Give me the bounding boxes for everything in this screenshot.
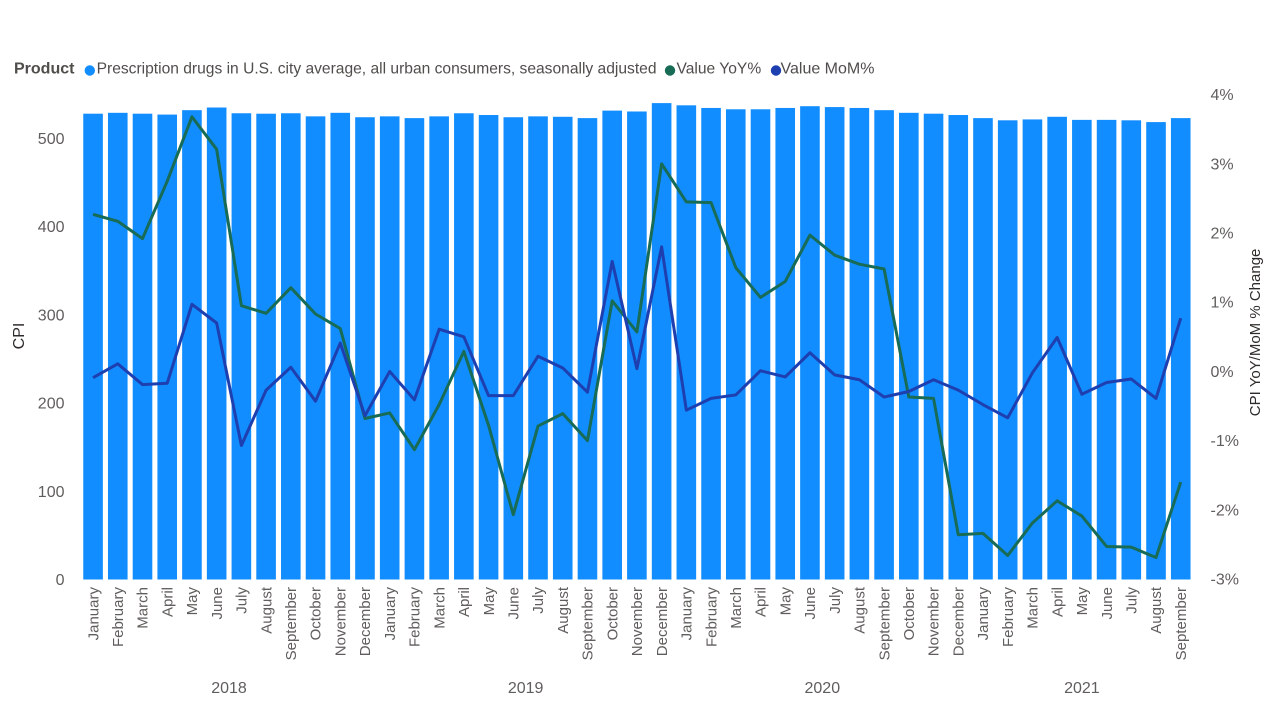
svg-text:September: September bbox=[580, 587, 597, 660]
svg-text:April: April bbox=[456, 587, 473, 617]
svg-text:Prescription drugs in U.S. cit: Prescription drugs in U.S. city average,… bbox=[97, 61, 657, 78]
svg-text:March: March bbox=[135, 587, 152, 629]
svg-text:Value YoY%: Value YoY% bbox=[677, 61, 762, 78]
svg-text:July: July bbox=[234, 587, 251, 614]
svg-text:August: August bbox=[852, 586, 869, 634]
svg-text:March: March bbox=[431, 587, 448, 629]
svg-text:September: September bbox=[876, 587, 893, 660]
svg-text:February: February bbox=[1000, 587, 1017, 648]
svg-text:October: October bbox=[308, 587, 325, 640]
svg-text:September: September bbox=[1173, 587, 1190, 660]
svg-text:June: June bbox=[506, 587, 523, 620]
svg-text:-2%: -2% bbox=[1211, 502, 1239, 519]
svg-text:July: July bbox=[827, 587, 844, 614]
svg-text:June: June bbox=[1099, 587, 1116, 620]
svg-text:June: June bbox=[802, 587, 819, 620]
svg-text:August: August bbox=[258, 586, 275, 634]
svg-text:300: 300 bbox=[38, 307, 65, 324]
svg-text:October: October bbox=[604, 587, 621, 640]
svg-text:June: June bbox=[209, 587, 226, 620]
svg-text:November: November bbox=[926, 587, 943, 656]
svg-text:April: April bbox=[753, 587, 770, 617]
svg-text:200: 200 bbox=[38, 396, 65, 413]
svg-text:January: January bbox=[679, 587, 696, 641]
svg-text:400: 400 bbox=[38, 219, 65, 236]
svg-text:January: January bbox=[382, 587, 399, 641]
svg-text:100: 100 bbox=[38, 484, 65, 501]
svg-text:May: May bbox=[777, 587, 794, 616]
svg-text:October: October bbox=[901, 587, 918, 640]
svg-text:2020: 2020 bbox=[805, 680, 841, 697]
svg-text:1%: 1% bbox=[1211, 295, 1234, 312]
svg-text:0: 0 bbox=[56, 572, 65, 589]
svg-text:0%: 0% bbox=[1211, 364, 1234, 381]
svg-text:4%: 4% bbox=[1211, 87, 1234, 104]
svg-text:November: November bbox=[332, 587, 349, 656]
svg-text:August: August bbox=[1148, 586, 1165, 634]
svg-text:Product: Product bbox=[14, 61, 75, 78]
svg-text:May: May bbox=[184, 587, 201, 616]
svg-text:500: 500 bbox=[38, 131, 65, 148]
svg-text:December: December bbox=[950, 587, 967, 656]
svg-text:CPI: CPI bbox=[11, 323, 28, 350]
svg-text:CPI YoY/MoM % Change: CPI YoY/MoM % Change bbox=[1247, 249, 1264, 417]
svg-text:December: December bbox=[654, 587, 671, 656]
svg-text:-3%: -3% bbox=[1211, 572, 1239, 589]
svg-text:April: April bbox=[1049, 587, 1066, 617]
svg-text:September: September bbox=[283, 587, 300, 660]
svg-text:January: January bbox=[85, 587, 102, 641]
svg-text:March: March bbox=[1025, 587, 1042, 629]
svg-text:2021: 2021 bbox=[1064, 680, 1100, 697]
svg-text:July: July bbox=[530, 587, 547, 614]
svg-text:April: April bbox=[159, 587, 176, 617]
svg-text:May: May bbox=[481, 587, 498, 616]
svg-text:March: March bbox=[728, 587, 745, 629]
svg-text:2%: 2% bbox=[1211, 226, 1234, 243]
svg-text:2019: 2019 bbox=[508, 680, 544, 697]
svg-text:December: December bbox=[357, 587, 374, 656]
svg-text:January: January bbox=[975, 587, 992, 641]
svg-text:February: February bbox=[703, 587, 720, 648]
svg-text:May: May bbox=[1074, 587, 1091, 616]
svg-text:-1%: -1% bbox=[1211, 433, 1239, 450]
svg-text:February: February bbox=[110, 587, 127, 648]
svg-text:July: July bbox=[1124, 587, 1141, 614]
svg-text:August: August bbox=[555, 586, 572, 634]
svg-text:2018: 2018 bbox=[211, 680, 247, 697]
svg-text:February: February bbox=[407, 587, 424, 648]
svg-text:Value MoM%: Value MoM% bbox=[781, 61, 875, 78]
svg-text:November: November bbox=[629, 587, 646, 656]
svg-text:3%: 3% bbox=[1211, 156, 1234, 173]
